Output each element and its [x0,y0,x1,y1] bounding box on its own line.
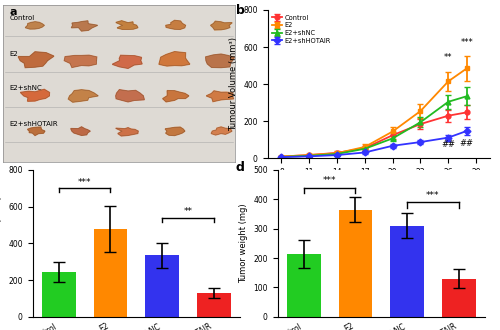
Text: E2: E2 [10,51,18,57]
Polygon shape [71,127,90,135]
Text: Control: Control [10,15,34,21]
Polygon shape [116,128,138,136]
Polygon shape [211,127,232,135]
Y-axis label: Tumour Volume (mm³): Tumour Volume (mm³) [228,37,237,131]
Y-axis label: Tumour Volume (mm³): Tumour Volume (mm³) [0,196,2,290]
Polygon shape [20,89,50,101]
Polygon shape [68,90,98,102]
Bar [146,255,179,317]
Polygon shape [112,55,142,68]
Text: ##: ## [442,141,456,149]
Polygon shape [116,90,144,102]
Polygon shape [162,91,189,102]
Polygon shape [72,21,98,31]
Legend: Control, E2, E2+shNC, E2+shHOTAIR: Control, E2, E2+shNC, E2+shHOTAIR [271,13,332,45]
Text: d: d [236,161,245,174]
Text: **: ** [184,207,192,216]
Bar [42,272,76,317]
Polygon shape [64,55,96,67]
Polygon shape [166,20,186,29]
Polygon shape [26,22,44,29]
Text: **: ** [444,53,452,62]
Bar [287,254,320,317]
Text: E2+shNC: E2+shNC [10,85,42,91]
Polygon shape [210,21,232,30]
Text: b: b [236,4,245,17]
Polygon shape [159,52,190,66]
Polygon shape [18,52,54,68]
Polygon shape [206,91,234,102]
Text: ***: *** [460,38,473,47]
Bar [390,226,424,317]
Text: ***: *** [323,176,336,185]
Polygon shape [206,54,234,68]
Text: ***: *** [426,191,440,200]
Text: ##: ## [460,139,474,148]
Text: a: a [10,7,17,17]
Y-axis label: Tumor weight (mg): Tumor weight (mg) [238,204,248,283]
Polygon shape [28,127,45,135]
Bar [94,229,127,317]
Text: ***: *** [78,178,92,187]
Bar [442,279,476,317]
Bar [338,210,372,317]
Text: E2+shHOTAIR: E2+shHOTAIR [10,121,58,127]
Polygon shape [116,21,138,29]
Bar [197,293,230,317]
Polygon shape [165,127,185,136]
X-axis label: Time (Day): Time (Day) [354,183,404,192]
